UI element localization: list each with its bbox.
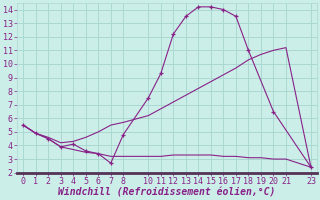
X-axis label: Windchill (Refroidissement éolien,°C): Windchill (Refroidissement éolien,°C) bbox=[58, 187, 276, 197]
